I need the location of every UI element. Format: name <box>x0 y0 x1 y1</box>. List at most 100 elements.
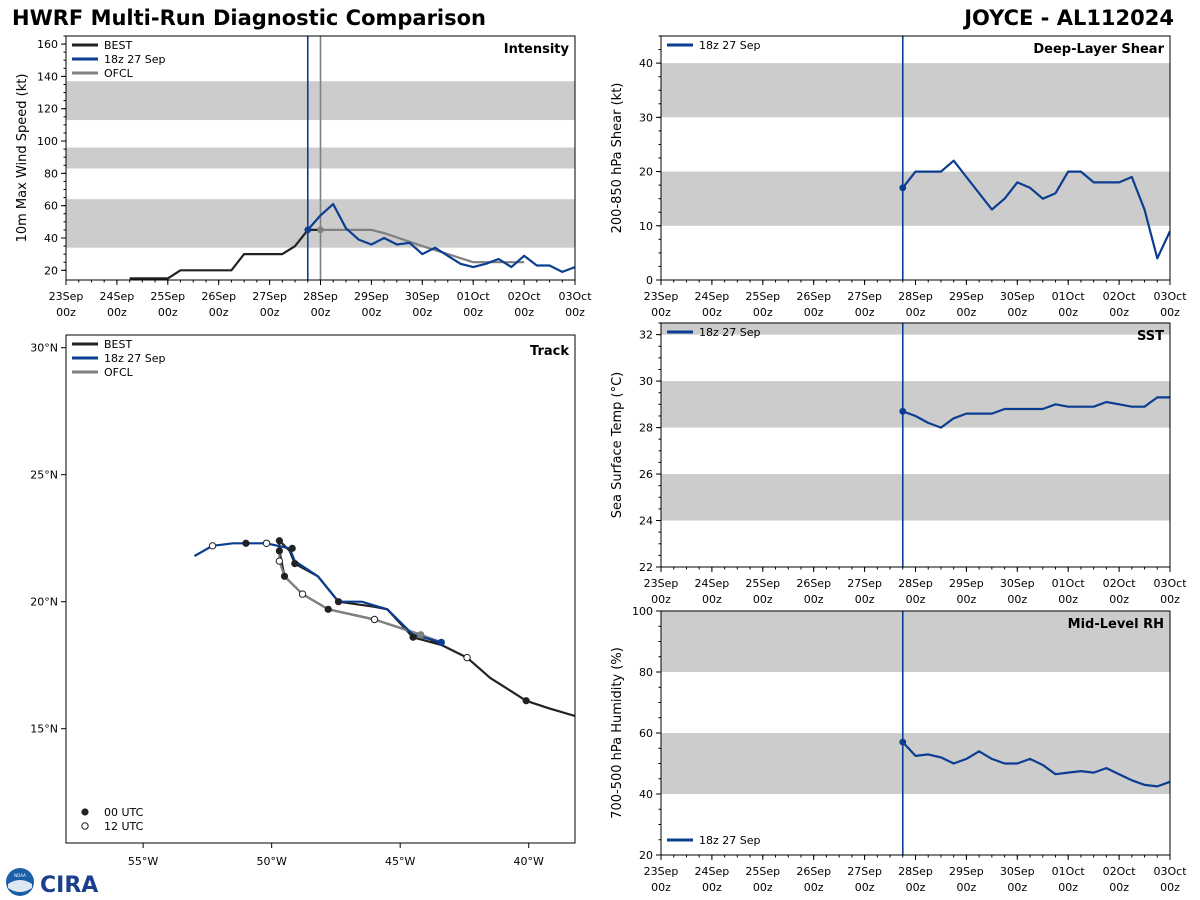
y-tick-label: 40 <box>639 57 653 70</box>
sst-chart: 22 24 26 28 30 32 23Sep 00z 24Sep 00z 25Sep 00z 26Se… <box>610 322 1187 606</box>
init-point <box>899 738 907 746</box>
x-tick-sublabel: 00z <box>1058 593 1078 606</box>
x-tick-sublabel: 00z <box>957 593 977 606</box>
x-tick-label: 29Sep <box>949 577 984 590</box>
x-tick-label: 28Sep <box>898 865 933 878</box>
track-marker-00utc <box>291 560 299 568</box>
ofcl-init-point <box>317 226 324 234</box>
x-tick-label: 26Sep <box>796 290 831 303</box>
x-tick-sublabel: 00z <box>1058 306 1078 319</box>
track-marker-00utc <box>334 598 343 606</box>
y-tick-label: 24 <box>639 515 653 528</box>
y-tick-label: 26 <box>639 468 653 481</box>
x-tick-label: 24Sep <box>695 290 730 303</box>
track-marker-00utc <box>275 547 283 555</box>
threshold-band <box>661 611 1170 672</box>
x-tick-sublabel: 00z <box>158 306 178 319</box>
legend-label: 18z 27 Sep <box>699 326 761 339</box>
y-tick-label: 140 <box>37 70 58 83</box>
y-tick-label: 0 <box>646 274 653 287</box>
legend-label: 18z 27 Sep <box>104 352 166 365</box>
legend-label: 18z 27 Sep <box>104 53 166 66</box>
track-marker-12utc <box>370 615 379 624</box>
x-tick-label: 30Sep <box>1000 577 1035 590</box>
track-marker-00utc <box>275 537 283 545</box>
x-tick-label: 02Oct <box>1103 577 1137 590</box>
x-tick-label: 30Sep <box>1000 865 1035 878</box>
track-marker-12utc <box>275 557 284 565</box>
run-series-line <box>902 396 1170 429</box>
noaa-cira-logo: NOAA CIRA <box>6 868 98 898</box>
legend-label: 12 UTC <box>104 820 144 833</box>
run-track-line <box>193 542 442 644</box>
y-tick-label: 60 <box>639 727 653 740</box>
x-tick-label: 27Sep <box>847 865 882 878</box>
track-marker-00utc <box>409 633 417 641</box>
storm-id: JOYCE - AL112024 <box>964 6 1174 30</box>
x-tick-sublabel: 00z <box>56 306 76 319</box>
threshold-band <box>661 381 1170 428</box>
x-tick-sublabel: 00z <box>1160 306 1180 319</box>
y-tick-label: 22 <box>639 561 653 574</box>
x-tick-label: 28Sep <box>303 290 338 303</box>
x-tick-label: 01Oct <box>1052 577 1086 590</box>
legend-marker-00utc <box>81 808 89 816</box>
x-tick-sublabel: 00z <box>1007 306 1027 319</box>
x-tick-sublabel: 00z <box>906 306 926 319</box>
x-tick-label: 27Sep <box>847 577 882 590</box>
x-tick-label: 45°W <box>385 855 415 868</box>
x-tick-sublabel: 00z <box>362 306 382 319</box>
x-tick-sublabel: 00z <box>1109 306 1129 319</box>
x-tick-sublabel: 00z <box>957 881 977 894</box>
track-plot-area <box>193 537 575 718</box>
track-marker-00utc <box>280 572 289 580</box>
plot-frame <box>660 322 1171 568</box>
run-series-line <box>901 159 1170 260</box>
figure-title: HWRF Multi-Run Diagnostic Comparison <box>12 6 487 30</box>
x-tick-sublabel: 00z <box>804 306 824 319</box>
x-tick-sublabel: 00z <box>209 306 229 319</box>
x-tick-label: 27Sep <box>847 290 882 303</box>
x-tick-sublabel: 00z <box>463 306 483 319</box>
x-tick-sublabel: 00z <box>855 306 875 319</box>
x-tick-label: 23Sep <box>644 865 679 878</box>
track-marker-12utc <box>463 653 471 662</box>
y-tick-label: 28 <box>639 422 653 435</box>
y-tick-label: 32 <box>639 329 653 342</box>
x-tick-label: 24Sep <box>695 865 730 878</box>
threshold-band <box>661 63 1170 118</box>
x-tick-sublabel: 00z <box>753 881 773 894</box>
plot-frame <box>65 334 576 844</box>
init-point <box>899 184 907 192</box>
x-tick-sublabel: 00z <box>702 881 722 894</box>
sst-plot-area <box>661 323 1170 567</box>
shear-chart: 0 10 20 30 40 23Sep 00z 24Sep 00z 25Sep 00z 26Sep 00… <box>610 35 1187 319</box>
track-marker-12utc <box>298 590 307 598</box>
threshold-band <box>661 171 1170 226</box>
x-tick-sublabel: 00z <box>753 593 773 606</box>
x-tick-sublabel: 00z <box>753 306 773 319</box>
legend-label: OFCL <box>104 67 134 80</box>
x-tick-sublabel: 00z <box>702 593 722 606</box>
y-tick-label: 20 <box>639 166 653 179</box>
x-tick-label: 40°W <box>514 855 544 868</box>
y-axis-label: 700-500 hPa Humidity (%) <box>610 647 625 819</box>
x-tick-sublabel: 00z <box>855 593 875 606</box>
legend-marker-12utc <box>81 822 89 830</box>
x-tick-label: 23Sep <box>644 577 679 590</box>
x-tick-label: 25Sep <box>745 577 780 590</box>
legend-label: BEST <box>104 338 132 351</box>
track-marker-00utc <box>324 605 332 613</box>
x-tick-sublabel: 00z <box>1007 593 1027 606</box>
best-track-line <box>278 539 575 718</box>
x-tick-label: 30Sep <box>405 290 440 303</box>
track-marker-00utc <box>288 544 296 552</box>
x-tick-label: 03Oct <box>1153 290 1187 303</box>
y-tick-label: 80 <box>44 167 58 180</box>
x-tick-sublabel: 00z <box>804 593 824 606</box>
y-tick-label: 20°N <box>30 596 58 609</box>
noaa-logo-text: NOAA <box>14 873 26 878</box>
y-tick-label: 20 <box>639 849 653 862</box>
panel-title: Intensity <box>504 42 570 57</box>
